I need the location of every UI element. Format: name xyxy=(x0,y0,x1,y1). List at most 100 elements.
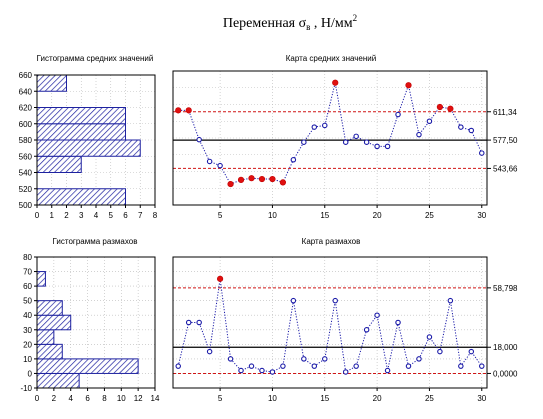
ranges-point xyxy=(175,363,181,369)
means-point xyxy=(301,139,307,145)
ranges-point xyxy=(447,297,454,304)
hist-ranges-xtick-label: 6 xyxy=(85,394,90,403)
hist-ranges-frame xyxy=(36,256,156,389)
hist-means-ytick-label: 620 xyxy=(19,104,33,113)
means-xtick-label: 10 xyxy=(268,211,277,220)
ranges-point xyxy=(384,367,391,374)
means-point xyxy=(416,131,422,138)
hist-means-ytick-label: 640 xyxy=(19,87,33,96)
hist-means-xtick-label: 7 xyxy=(138,211,143,220)
histogram-ranges-title: Гистограмма размахов xyxy=(53,237,138,246)
ranges-point xyxy=(468,348,475,355)
hist-ranges-bar xyxy=(36,314,72,331)
means-point-out-of-control xyxy=(248,175,255,182)
means-point-out-of-control xyxy=(447,105,454,112)
means-point xyxy=(206,158,213,165)
means-point-out-of-control xyxy=(237,176,245,183)
ranges-center-label: 18,000 xyxy=(493,343,518,352)
ranges-point-out-of-control xyxy=(217,275,224,282)
ranges-frame xyxy=(172,256,488,389)
hist-ranges-xtick-label: 2 xyxy=(52,394,57,403)
ranges-point xyxy=(426,334,433,340)
hist-ranges-ytick-label: 70 xyxy=(23,268,32,277)
means-point xyxy=(290,157,297,163)
ranges-point xyxy=(416,356,422,362)
hist-means-bar xyxy=(36,188,126,206)
hist-ranges-xtick-label: 0 xyxy=(35,394,40,403)
means-point xyxy=(374,143,380,150)
hist-means-bar xyxy=(36,123,126,141)
hist-ranges-bar xyxy=(36,343,63,360)
ranges-point xyxy=(269,369,276,375)
hist-means-ytick-label: 500 xyxy=(19,201,33,210)
means-lcl-label: 543,66 xyxy=(493,164,518,173)
ranges-point xyxy=(458,363,464,369)
means-center-label: 577,50 xyxy=(493,136,518,145)
ranges-point xyxy=(238,367,244,374)
hist-means-xtick-label: 4 xyxy=(94,211,99,220)
ranges-point xyxy=(332,297,338,304)
hist-means-ytick-label: 660 xyxy=(19,71,33,80)
ranges-point xyxy=(290,297,297,304)
hist-ranges-ytick-label: 50 xyxy=(23,297,32,306)
ranges-point xyxy=(206,348,213,355)
hist-means-bar xyxy=(36,74,67,92)
ranges-point xyxy=(353,363,359,369)
ranges-point xyxy=(342,369,349,375)
hist-means-xtick-label: 6 xyxy=(123,211,128,220)
ranges-xtick-label: 15 xyxy=(320,394,329,403)
hist-means-xtick-label: 2 xyxy=(64,211,69,220)
hist-ranges-ytick-label: 60 xyxy=(23,282,32,291)
means-point-out-of-control xyxy=(185,107,192,114)
hist-ranges-xtick-label: 8 xyxy=(102,394,107,403)
ranges-point xyxy=(374,312,380,318)
hist-ranges-xtick-label: 12 xyxy=(134,394,143,403)
hist-ranges-xtick-label: 4 xyxy=(68,394,73,403)
ranges-point xyxy=(395,319,401,326)
means-point xyxy=(395,111,401,118)
ranges-point xyxy=(196,319,202,326)
hist-ranges-xtick-label: 14 xyxy=(151,394,160,403)
means-point xyxy=(384,143,391,150)
ranges-point xyxy=(479,363,485,369)
hist-ranges-bar xyxy=(36,329,55,345)
hist-means-xtick-label: 3 xyxy=(79,211,84,220)
means-frame xyxy=(172,70,488,206)
ranges-lcl-label: 0,0000 xyxy=(493,369,518,378)
ranges-point xyxy=(280,363,286,369)
ranges-point xyxy=(248,363,255,369)
means-point-out-of-control xyxy=(279,179,287,186)
means-point xyxy=(353,133,359,140)
hist-ranges-ytick-label: 40 xyxy=(23,311,32,320)
ranges-xtick-label: 10 xyxy=(268,394,277,403)
hist-means-bar xyxy=(36,155,82,173)
hist-means-ytick-label: 600 xyxy=(19,120,33,129)
hist-ranges-bar xyxy=(36,372,80,389)
means-point xyxy=(363,139,370,145)
hist-means-xtick-label: 1 xyxy=(50,211,55,220)
means-point xyxy=(479,150,485,156)
hist-ranges-ytick-label: -10 xyxy=(20,384,32,393)
means-chart-panel: 5 10 15 20 25 30 611,34 577,50 543,66 xyxy=(172,70,518,220)
means-point xyxy=(322,122,328,129)
means-point-out-of-control xyxy=(436,103,444,111)
ranges-point xyxy=(405,363,412,369)
ranges-xtick-label: 5 xyxy=(218,394,223,403)
means-xtick-label: 25 xyxy=(425,211,434,220)
hist-means-xtick-label: 8 xyxy=(153,211,158,220)
hist-means-bar xyxy=(36,107,126,125)
means-point xyxy=(468,127,475,134)
means-xtick-label: 5 xyxy=(218,211,223,220)
means-point xyxy=(342,139,349,145)
hist-means-ytick-label: 560 xyxy=(19,152,33,161)
hist-ranges-bar xyxy=(36,358,139,374)
means-point xyxy=(426,118,433,125)
hist-ranges-xtick-label: 10 xyxy=(117,394,126,403)
figure-title: Переменная σв , Н/мм2 xyxy=(223,13,357,32)
ranges-series-line xyxy=(177,278,483,373)
ranges-xtick-label: 30 xyxy=(477,394,486,403)
hist-means-xtick-label: 0 xyxy=(35,211,40,220)
hist-ranges-ytick-label: 20 xyxy=(23,340,32,349)
